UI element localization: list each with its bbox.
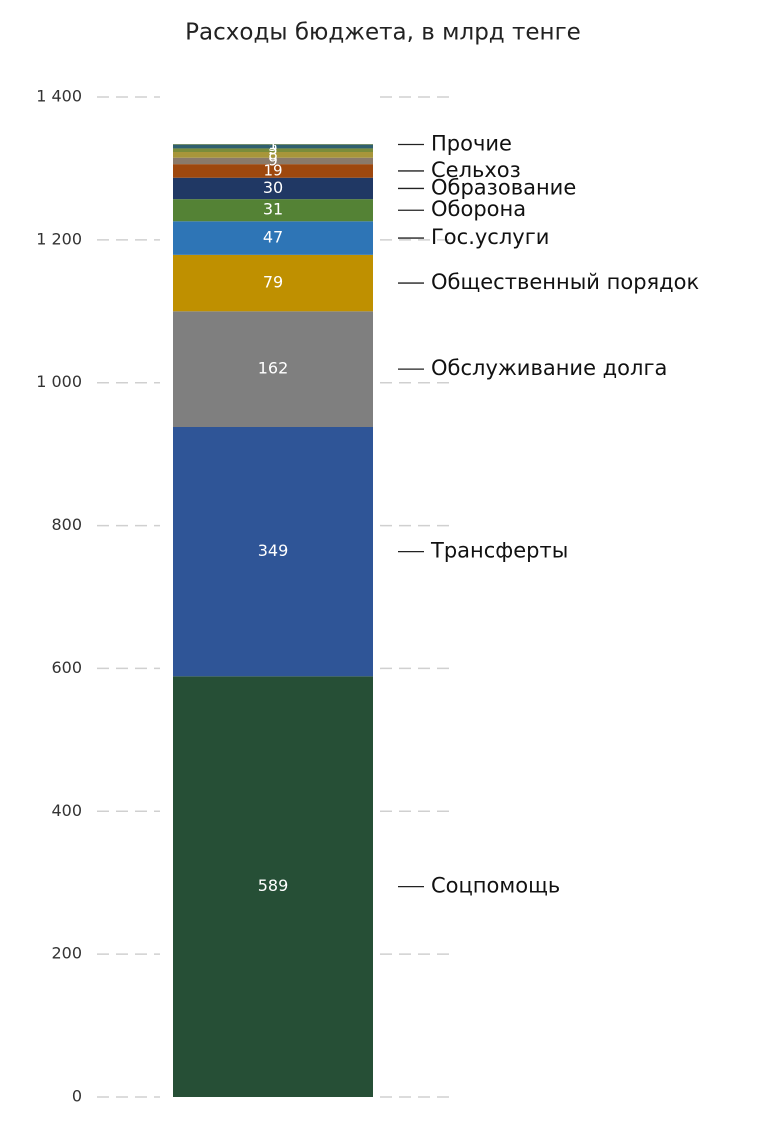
legend-label: Соцпомощь <box>431 874 560 898</box>
y-tick-label: 200 <box>51 944 82 963</box>
legend-label: Гос.услуги <box>431 225 549 249</box>
legend-label: Сельхоз <box>431 158 521 182</box>
bar-segment <box>173 144 373 145</box>
value-label: 30 <box>263 178 283 197</box>
bar-segment <box>173 164 373 178</box>
value-label: 349 <box>258 541 289 560</box>
value-label: 47 <box>263 228 283 247</box>
y-tick-label: 0 <box>72 1087 82 1106</box>
bar-segment <box>173 152 373 158</box>
legend-label: Оборона <box>431 197 526 221</box>
bar-segment <box>173 311 373 427</box>
value-label: 9 <box>268 151 278 169</box>
value-label: 1 <box>268 135 278 153</box>
value-label: 162 <box>258 359 289 378</box>
legend-label: Обслуживание долга <box>431 356 667 380</box>
bar-segment <box>173 221 373 255</box>
legend-label: Прочие <box>431 132 512 156</box>
bar-segment <box>173 254 373 312</box>
y-tick-label: 800 <box>51 515 82 534</box>
bar-segment <box>173 199 373 222</box>
y-tick-label: 1 200 <box>36 229 82 248</box>
value-label: 8 <box>268 145 278 163</box>
legend-label: Общественный порядок <box>431 270 699 294</box>
chart-title: Расходы бюджета, в млрд тенге <box>185 20 581 46</box>
value-label: 31 <box>263 200 283 219</box>
bar-segment <box>173 157 373 165</box>
bar-segment <box>173 177 373 200</box>
bar-segment <box>173 144 373 149</box>
value-label: 5 <box>268 137 278 155</box>
legend-label: Трансферты <box>430 539 568 563</box>
y-tick-label: 400 <box>51 801 82 820</box>
bar-segment <box>173 427 373 677</box>
bar-segment <box>173 148 373 152</box>
value-label: 79 <box>263 273 283 292</box>
bar-segment <box>173 676 373 1097</box>
value-label: 589 <box>258 876 289 895</box>
legend-label: Образование <box>431 175 576 199</box>
y-tick-label: 1 400 <box>36 87 82 106</box>
value-label: 19 <box>263 161 282 179</box>
value-label: 5 <box>268 141 278 159</box>
y-tick-label: 1 000 <box>36 372 82 391</box>
y-tick-label: 600 <box>51 658 82 677</box>
